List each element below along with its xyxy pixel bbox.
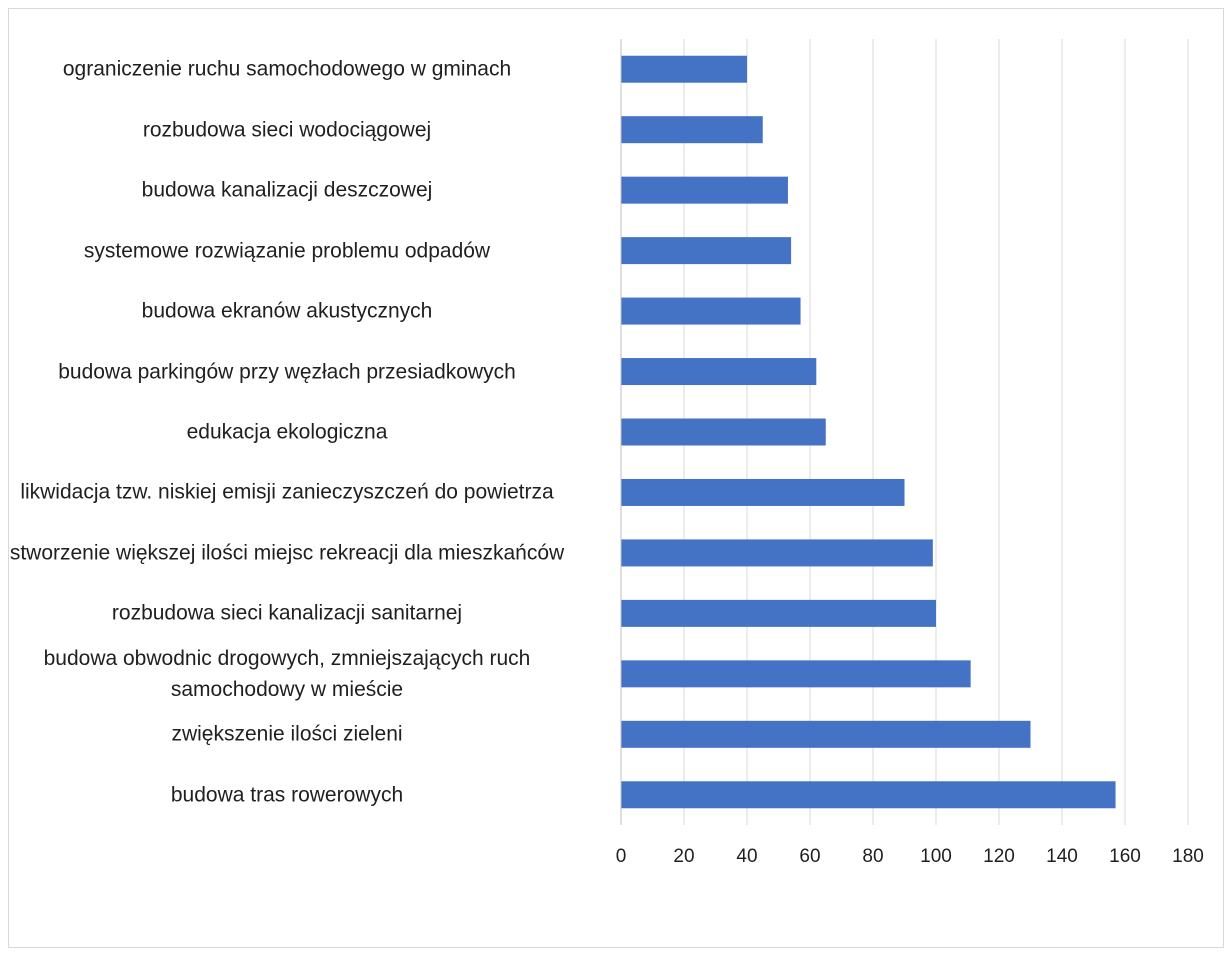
x-tick-label: 80 <box>862 846 883 867</box>
category-label: budowa ekranów akustycznych <box>141 299 433 323</box>
category-label: budowa obwodnic drogowych, zmniejszający… <box>43 646 531 701</box>
bar <box>621 599 936 627</box>
x-tick-labels: 0 20 40 60 80 100 120 140 160 180 <box>616 846 1204 867</box>
category-label: edukacja ekologiczna <box>186 420 388 444</box>
bar <box>621 418 826 446</box>
x-tick-label: 160 <box>1109 846 1141 867</box>
bar <box>621 297 801 325</box>
category-label: ograniczenie ruchu samochodowego w gmina… <box>62 57 512 81</box>
x-tick-label: 60 <box>799 846 820 867</box>
x-tick-label: 0 <box>616 846 627 867</box>
bar <box>621 478 905 506</box>
category-label: zwiększenie ilości zieleni <box>171 722 403 746</box>
bar <box>621 358 817 386</box>
bar <box>621 55 747 83</box>
bar <box>621 660 971 688</box>
chart-area: 0 20 40 60 80 100 120 140 160 180 budowa tras row… <box>8 8 1224 948</box>
bar <box>621 539 933 567</box>
x-tick-label: 180 <box>1172 846 1204 867</box>
x-tick-label: 100 <box>920 846 952 867</box>
category-label: rozbudowa sieci wodociągowej <box>142 118 432 142</box>
bar <box>621 720 1031 748</box>
bar <box>621 237 792 265</box>
bar <box>621 781 1116 809</box>
bars <box>621 55 1116 809</box>
category-label: systemowe rozwiązanie problemu odpadów <box>83 239 491 263</box>
category-label: rozbudowa sieci kanalizacji sanitarnej <box>111 601 463 625</box>
category-label: budowa parkingów przy węzłach przesiadko… <box>58 360 516 384</box>
x-tick-label: 40 <box>736 846 757 867</box>
x-tick-label: 140 <box>1046 846 1078 867</box>
x-tick-label: 20 <box>673 846 694 867</box>
bar <box>621 176 788 204</box>
category-label: likwidacja tzw. niskiej emisji zanieczys… <box>20 480 554 504</box>
x-tick-label: 120 <box>983 846 1015 867</box>
category-label: stworzenie większej ilości miejsc rekrea… <box>9 541 565 565</box>
gridlines <box>683 39 1189 825</box>
bar <box>621 116 763 144</box>
bar-chart: 0 20 40 60 80 100 120 140 160 180 <box>616 39 1204 867</box>
category-label: budowa kanalizacji deszczowej <box>141 178 433 202</box>
category-label: budowa tras rowerowych <box>170 783 404 807</box>
